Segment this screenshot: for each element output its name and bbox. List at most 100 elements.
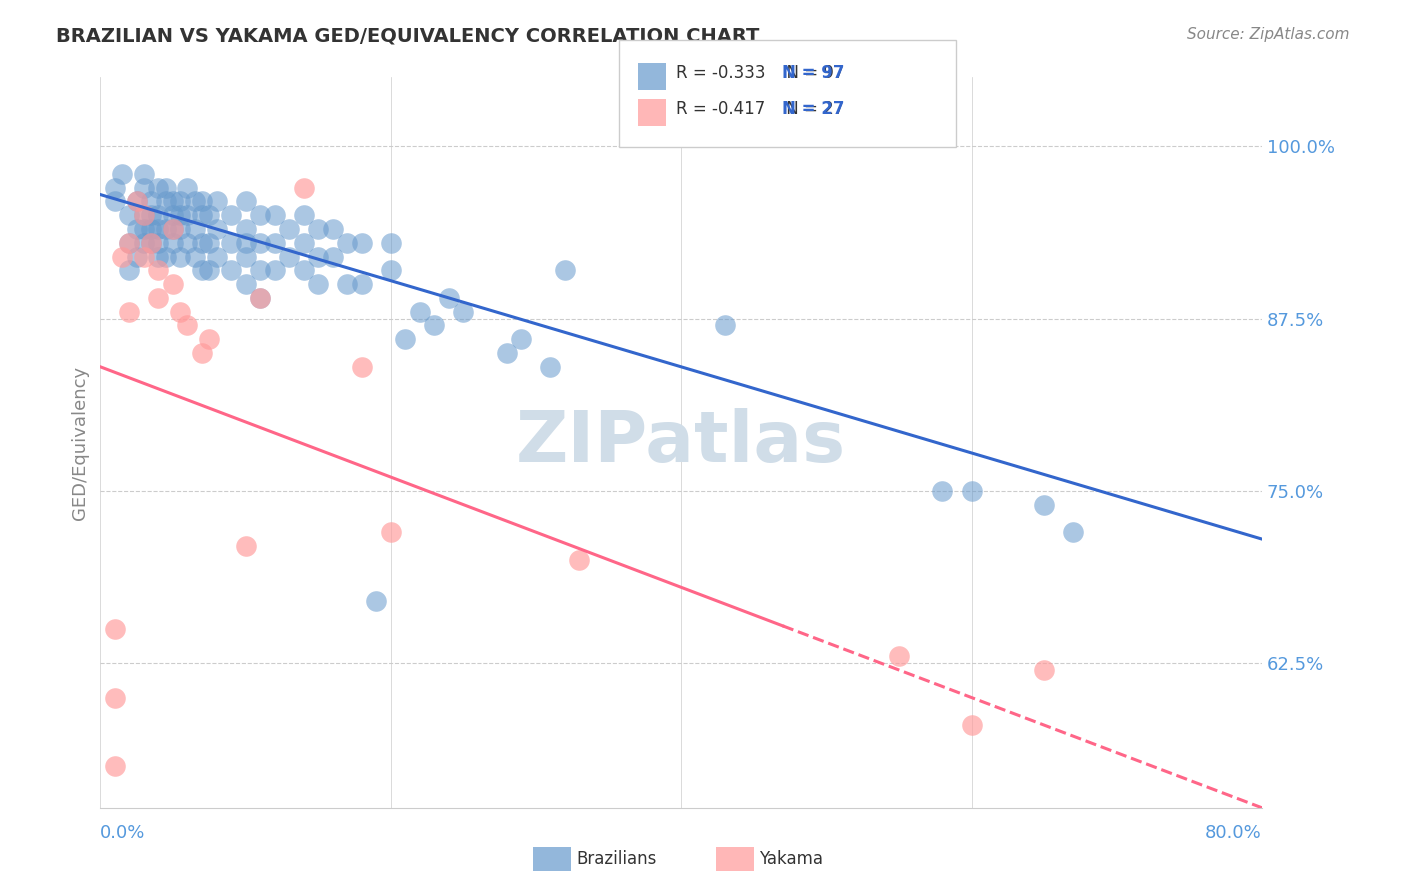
- Text: 80.0%: 80.0%: [1205, 824, 1263, 842]
- Point: [394, 332, 416, 346]
- Point: [322, 250, 344, 264]
- Point: [155, 180, 177, 194]
- Point: [191, 263, 214, 277]
- Point: [162, 277, 184, 292]
- Point: [249, 263, 271, 277]
- Point: [104, 194, 127, 209]
- Point: [125, 250, 148, 264]
- Point: [249, 235, 271, 250]
- Point: [132, 208, 155, 222]
- Point: [322, 222, 344, 236]
- Point: [235, 235, 257, 250]
- Point: [219, 235, 242, 250]
- Point: [307, 250, 329, 264]
- Point: [263, 235, 285, 250]
- Point: [205, 250, 228, 264]
- Point: [176, 208, 198, 222]
- Point: [278, 222, 301, 236]
- Point: [960, 483, 983, 498]
- Point: [132, 250, 155, 264]
- Point: [198, 235, 221, 250]
- Point: [104, 759, 127, 773]
- Point: [132, 167, 155, 181]
- Point: [141, 194, 163, 209]
- Point: [960, 718, 983, 732]
- Point: [510, 332, 533, 346]
- Point: [1033, 498, 1056, 512]
- Point: [162, 235, 184, 250]
- Point: [141, 235, 163, 250]
- Point: [169, 208, 191, 222]
- Point: [336, 235, 359, 250]
- Point: [350, 277, 373, 292]
- Text: Yakama: Yakama: [759, 850, 824, 868]
- Point: [118, 235, 141, 250]
- Point: [148, 235, 170, 250]
- Point: [155, 194, 177, 209]
- Point: [219, 263, 242, 277]
- Point: [235, 222, 257, 236]
- Point: [292, 263, 315, 277]
- Point: [219, 208, 242, 222]
- Point: [887, 649, 910, 664]
- Point: [104, 690, 127, 705]
- Point: [191, 346, 214, 360]
- Point: [125, 194, 148, 209]
- Point: [176, 180, 198, 194]
- Point: [263, 263, 285, 277]
- Point: [235, 539, 257, 553]
- Point: [235, 194, 257, 209]
- Point: [176, 318, 198, 333]
- Text: N = 97: N = 97: [782, 64, 844, 82]
- Point: [540, 359, 562, 374]
- Point: [249, 208, 271, 222]
- Point: [162, 222, 184, 236]
- Point: [162, 208, 184, 222]
- Point: [176, 235, 198, 250]
- Point: [148, 180, 170, 194]
- Point: [118, 235, 141, 250]
- Point: [148, 291, 170, 305]
- Point: [453, 304, 475, 318]
- Point: [350, 235, 373, 250]
- Point: [278, 250, 301, 264]
- Point: [125, 194, 148, 209]
- Point: [162, 194, 184, 209]
- Point: [307, 222, 329, 236]
- Point: [380, 235, 402, 250]
- Text: ZIPatlas: ZIPatlas: [516, 409, 846, 477]
- Point: [336, 277, 359, 292]
- Point: [191, 208, 214, 222]
- Point: [292, 235, 315, 250]
- Point: [111, 250, 134, 264]
- Point: [554, 263, 576, 277]
- Point: [235, 250, 257, 264]
- Point: [169, 304, 191, 318]
- Point: [409, 304, 432, 318]
- Point: [183, 250, 205, 264]
- Point: [198, 263, 221, 277]
- Point: [148, 263, 170, 277]
- Point: [111, 167, 134, 181]
- Point: [141, 222, 163, 236]
- Point: [104, 180, 127, 194]
- Point: [931, 483, 953, 498]
- Point: [496, 346, 519, 360]
- Point: [205, 194, 228, 209]
- Point: [132, 235, 155, 250]
- Point: [162, 222, 184, 236]
- Point: [191, 235, 214, 250]
- Point: [148, 222, 170, 236]
- Point: [169, 194, 191, 209]
- Point: [1033, 663, 1056, 677]
- Point: [118, 304, 141, 318]
- Point: [235, 277, 257, 292]
- Point: [169, 222, 191, 236]
- Point: [366, 594, 388, 608]
- Point: [205, 222, 228, 236]
- Text: Source: ZipAtlas.com: Source: ZipAtlas.com: [1187, 27, 1350, 42]
- Point: [141, 208, 163, 222]
- Text: 0.0%: 0.0%: [100, 824, 146, 842]
- Point: [169, 250, 191, 264]
- Point: [183, 194, 205, 209]
